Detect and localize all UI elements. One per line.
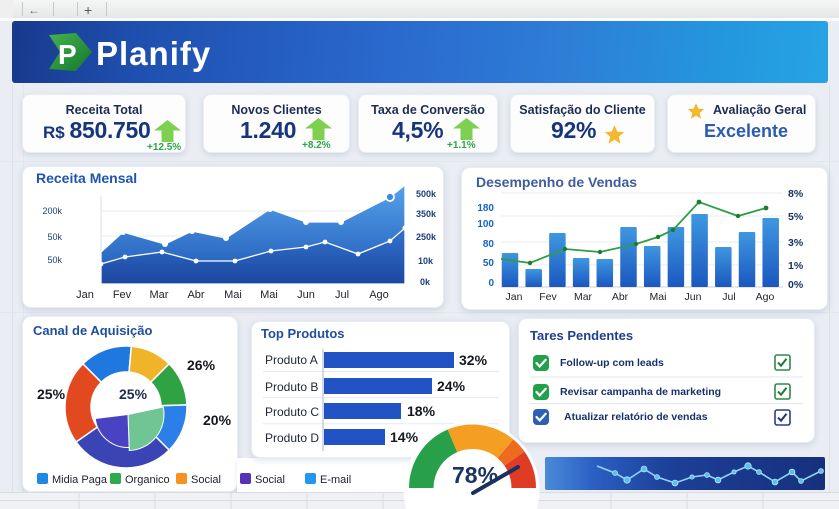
svg-text:Desempenho de Vendas: Desempenho de Vendas [476, 174, 637, 190]
svg-text:Fev: Fev [113, 289, 132, 301]
svg-text:Produto C: Produto C [265, 405, 319, 419]
svg-text:Jun: Jun [685, 291, 702, 303]
svg-text:50k: 50k [47, 255, 62, 265]
svg-text:Mai: Mai [224, 289, 242, 301]
svg-text:Jan: Jan [76, 289, 94, 301]
svg-text:Receita Mensal: Receita Mensal [36, 170, 137, 186]
svg-text:Ago: Ago [369, 289, 389, 301]
svg-text:80: 80 [483, 239, 495, 250]
svg-text:Produto D: Produto D [265, 431, 319, 445]
svg-text:P: P [58, 39, 77, 70]
svg-text:Jan: Jan [506, 291, 523, 303]
svg-text:Atualizar relatório de vendas: Atualizar relatório de vendas [564, 411, 708, 423]
svg-text:Fev: Fev [539, 291, 557, 303]
svg-text:14%: 14% [390, 429, 419, 445]
svg-text:Follow-up com leads: Follow-up com leads [560, 357, 664, 369]
svg-text:200k: 200k [42, 206, 62, 216]
svg-text:350k: 350k [416, 209, 437, 219]
svg-text:10k: 10k [418, 256, 434, 266]
svg-text:Produto A: Produto A [265, 353, 318, 367]
svg-text:Top Produtos: Top Produtos [261, 326, 345, 341]
svg-text:Mai: Mai [650, 291, 667, 303]
svg-text:0%: 0% [788, 279, 804, 291]
svg-text:Mar: Mar [574, 291, 593, 303]
svg-text:1%: 1% [788, 260, 804, 272]
svg-text:5%: 5% [788, 211, 804, 223]
svg-text:Produto B: Produto B [265, 380, 318, 394]
svg-text:3%: 3% [788, 237, 804, 249]
svg-text:180: 180 [477, 203, 494, 214]
svg-text:500k: 500k [416, 189, 437, 199]
svg-text:250k: 250k [416, 232, 437, 242]
svg-text:Tares Pendentes: Tares Pendentes [530, 328, 633, 343]
svg-text:Jun: Jun [297, 289, 315, 301]
svg-text:50k: 50k [47, 232, 62, 242]
svg-text:100: 100 [477, 219, 494, 230]
svg-text:Ago: Ago [756, 291, 775, 303]
svg-text:Mai: Mai [260, 289, 278, 301]
svg-text:Abr: Abr [612, 291, 629, 303]
svg-text:24%: 24% [437, 378, 466, 394]
svg-text:18%: 18% [407, 403, 436, 419]
svg-text:Mar: Mar [150, 289, 169, 301]
svg-text:0k: 0k [420, 277, 431, 287]
svg-text:8%: 8% [788, 188, 804, 200]
svg-text:Abr: Abr [187, 289, 204, 301]
svg-text:Jul: Jul [722, 291, 735, 303]
svg-text:78%: 78% [452, 462, 498, 488]
svg-text:Revisar campanha de marketing: Revisar campanha de marketing [560, 386, 721, 398]
svg-text:32%: 32% [459, 352, 488, 368]
svg-text:0: 0 [488, 278, 494, 289]
svg-text:Jul: Jul [335, 289, 349, 301]
svg-text:50: 50 [483, 258, 495, 269]
